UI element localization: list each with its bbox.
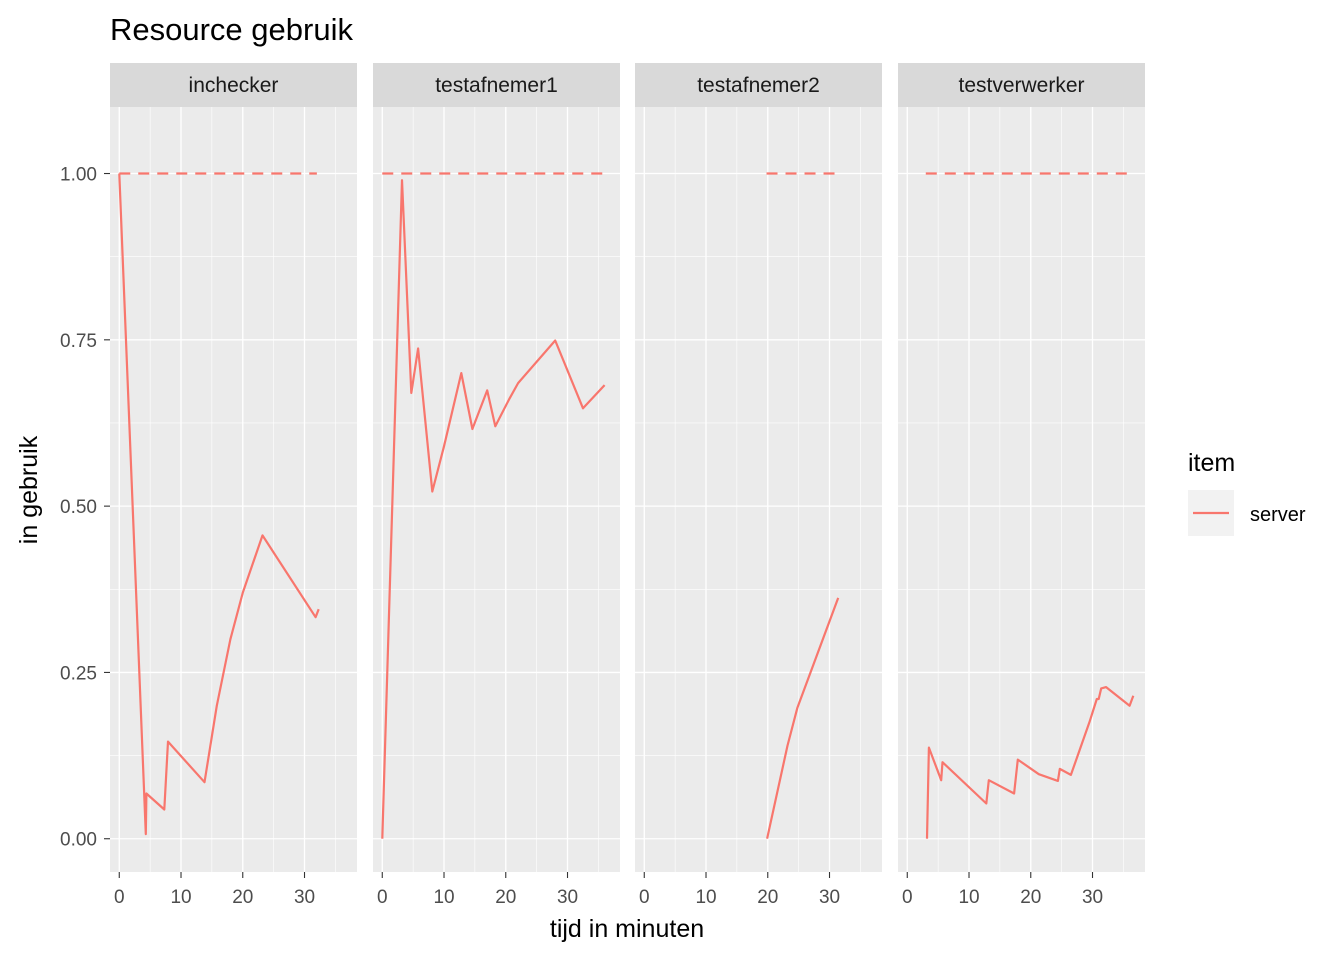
panel-background bbox=[898, 107, 1145, 872]
usage-line-server bbox=[381, 179, 606, 839]
x-tick-label: 30 bbox=[294, 887, 315, 908]
panel-testafnemer2: testafnemer2 0 10 20 30 bbox=[635, 63, 882, 908]
x-tick-label: 0 bbox=[639, 887, 650, 908]
x-tick-label: 0 bbox=[377, 887, 388, 908]
x-tick-label: 30 bbox=[557, 887, 578, 908]
x-tick-label: 0 bbox=[114, 887, 125, 908]
x-tick-label: 30 bbox=[819, 887, 840, 908]
x-tick-label: 10 bbox=[958, 887, 979, 908]
panel-background bbox=[110, 107, 357, 872]
y-axis-title: in gebruik bbox=[15, 435, 43, 544]
usage-line-server bbox=[118, 173, 320, 836]
panel-testafnemer1: testafnemer1 0 10 20 30 bbox=[373, 63, 620, 908]
y-tick-label: 1.00 bbox=[60, 165, 97, 186]
panel-strip bbox=[635, 63, 882, 107]
panel-background bbox=[373, 107, 620, 872]
y-tick-label: 0.50 bbox=[60, 497, 97, 518]
panel-testverwerker: testverwerker 0 10 20 30 bbox=[898, 63, 1145, 908]
y-tick-label: 0.25 bbox=[60, 663, 97, 684]
panel-background bbox=[635, 107, 882, 872]
x-tick-label: 20 bbox=[757, 887, 778, 908]
y-tick-label: 0.75 bbox=[60, 331, 97, 352]
panel-inchecker: inchecker 0 10 20 30 bbox=[110, 63, 357, 908]
panel-strip bbox=[373, 63, 620, 107]
panel-strip-label: inchecker bbox=[189, 74, 279, 97]
panel-strip-label: testverwerker bbox=[958, 74, 1084, 97]
panel-strip-label: testafnemer1 bbox=[435, 74, 558, 97]
x-tick-label: 0 bbox=[902, 887, 913, 908]
legend: item server bbox=[1188, 449, 1306, 536]
usage-line-server bbox=[925, 685, 1135, 839]
legend-title: item bbox=[1188, 449, 1235, 477]
chart-title: Resource gebruik bbox=[110, 12, 353, 47]
panel-strip-label: testafnemer2 bbox=[697, 74, 820, 97]
y-tick-label: 0.00 bbox=[60, 830, 97, 851]
legend-label-server: server bbox=[1250, 504, 1306, 526]
x-axis-title: tijd in minuten bbox=[550, 915, 704, 943]
usage-line-server bbox=[766, 597, 840, 839]
panel-strip bbox=[898, 63, 1145, 107]
x-tick-label: 10 bbox=[170, 887, 191, 908]
x-tick-label: 30 bbox=[1082, 887, 1103, 908]
x-tick-label: 10 bbox=[695, 887, 716, 908]
x-tick-label: 20 bbox=[232, 887, 253, 908]
panel-strip bbox=[110, 63, 357, 107]
x-tick-label: 20 bbox=[495, 887, 516, 908]
x-tick-label: 10 bbox=[433, 887, 454, 908]
x-tick-label: 20 bbox=[1020, 887, 1041, 908]
